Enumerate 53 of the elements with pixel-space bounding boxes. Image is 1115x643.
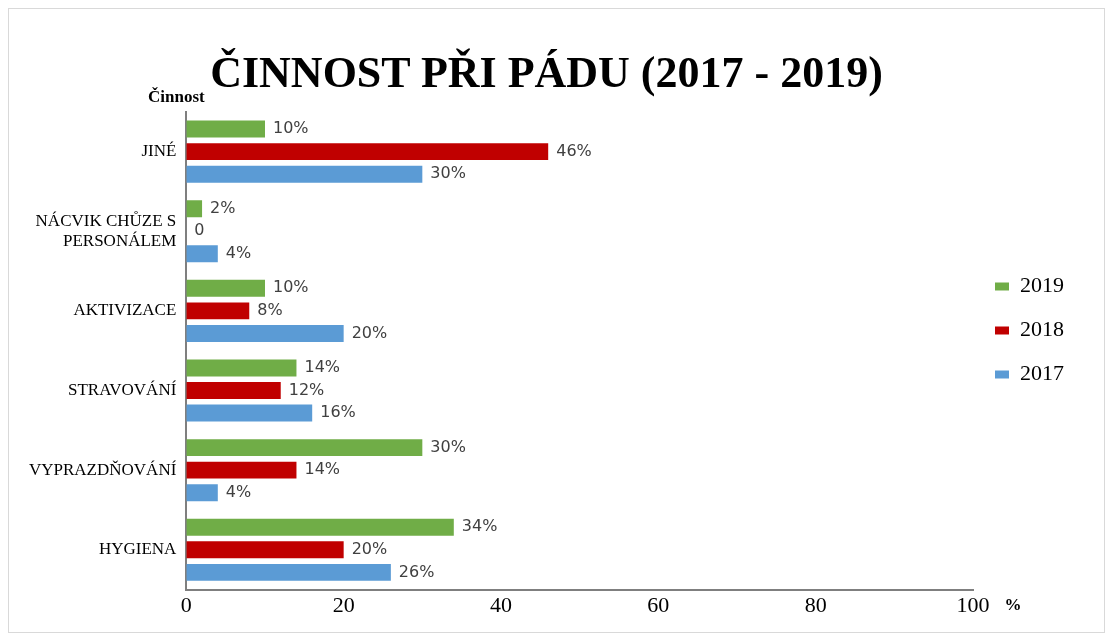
data-label: 4% [225,242,252,262]
chart-title: ČINNOST PŘI PÁDU (2017 - 2019) [210,47,883,97]
x-tick-label: 60 [647,591,670,617]
bar [186,461,297,479]
bar [186,302,250,320]
data-label: 4% [225,481,252,501]
bar [186,279,265,297]
bar [186,404,313,422]
x-tick-label: 0 [180,591,192,617]
bar [186,518,454,536]
x-tick-label: 100 [956,591,990,617]
y-tick-label: JINÉ [141,141,177,161]
data-label: 34% [461,516,498,536]
legend-label: 2017 [1020,360,1064,386]
data-label: 14% [304,357,341,377]
bar [186,120,265,138]
y-tick-label: NÁCVIK CHŮZE S PERSONÁLEM [35,210,177,250]
x-tick-label: 80 [804,591,827,617]
bar [186,245,218,263]
bar [186,439,423,457]
y-tick-label: AKTIVIZACE [73,300,177,320]
x-tick-label: 20 [332,591,355,617]
x-tick-label: 40 [490,591,512,617]
data-label: 16% [320,402,356,422]
y-tick-label: STRAVOVÁNÍ [68,379,177,399]
legend-label: 2018 [1020,316,1064,342]
bar [186,359,297,377]
data-label: 8% [257,300,283,320]
legend-label: 2019 [1020,272,1064,298]
data-label: 12% [288,379,325,399]
data-label: 0 [194,220,205,240]
y-tick-label: VYPRAZDŇOVÁNÍ [28,459,177,479]
data-label: 2% [210,197,236,217]
data-label: 20% [351,322,388,342]
bar [186,324,344,342]
data-label: 20% [351,538,388,558]
x-axis-title: % [1004,595,1022,615]
data-label: 14% [304,459,341,479]
data-label: 10% [273,118,309,138]
data-label: 26% [398,561,435,581]
bar [186,484,218,502]
y-tick-label: HYGIENA [98,539,178,559]
y-axis-title: Činnost [147,86,206,106]
bar [186,200,203,218]
data-label: 10% [273,277,309,297]
data-label: 30% [430,436,466,456]
bar [186,165,423,183]
data-label: 46% [556,140,592,160]
bar [186,541,344,559]
data-label: 30% [430,163,466,183]
bar [186,563,391,581]
bar [186,143,549,161]
bar [186,382,281,399]
